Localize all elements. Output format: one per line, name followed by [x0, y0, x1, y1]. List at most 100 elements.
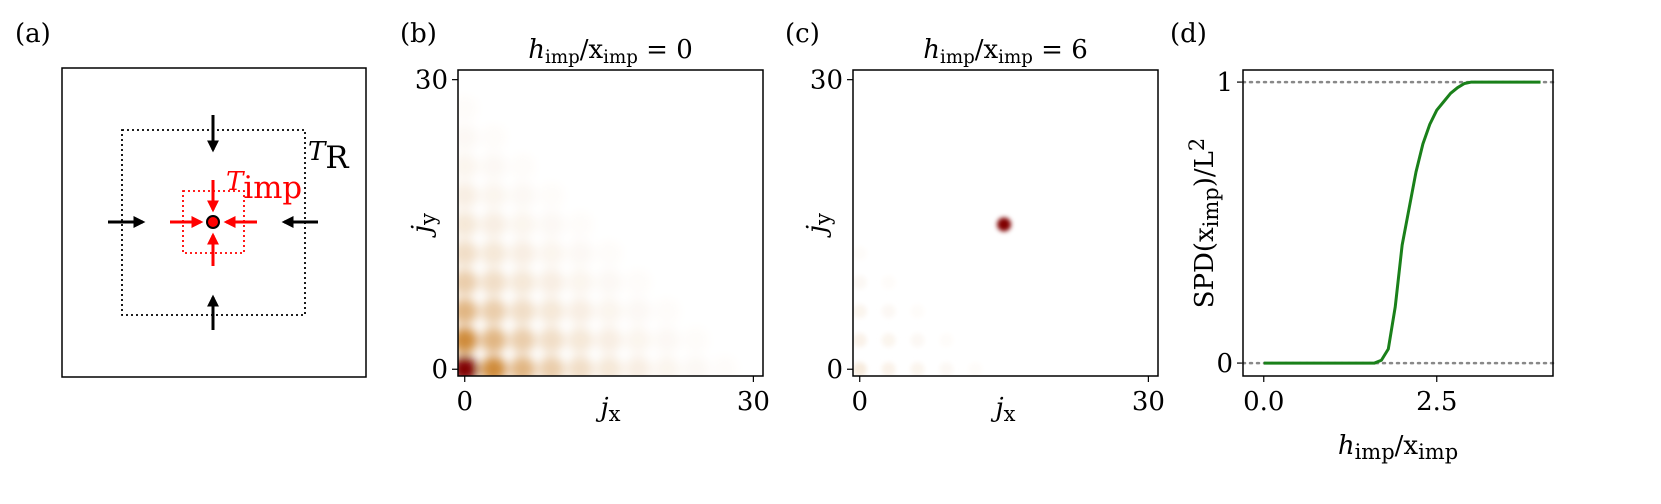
cell — [1112, 101, 1127, 116]
cell — [968, 101, 983, 116]
cell — [1112, 333, 1127, 348]
cell — [567, 240, 594, 267]
cell — [596, 211, 623, 238]
cell — [881, 362, 896, 376]
cell — [881, 304, 896, 319]
cell — [997, 72, 1012, 87]
cell — [711, 153, 738, 180]
cell — [740, 327, 763, 354]
cell — [596, 70, 623, 93]
cell — [1141, 101, 1156, 116]
cell — [997, 304, 1012, 319]
region-label: TR — [308, 137, 349, 176]
cell — [596, 356, 623, 376]
cell — [939, 188, 954, 203]
y-axis-label: jy — [802, 213, 835, 238]
text-part: T — [308, 137, 327, 167]
cell — [682, 240, 709, 267]
cell — [624, 327, 651, 354]
cell — [653, 153, 680, 180]
cell — [997, 275, 1012, 290]
cell — [538, 240, 565, 267]
cell — [567, 298, 594, 325]
cell — [596, 269, 623, 296]
cell — [624, 95, 651, 122]
cell — [910, 130, 925, 145]
text-part: y — [416, 213, 440, 226]
cell — [567, 70, 594, 93]
cell — [853, 304, 867, 319]
cell — [458, 153, 478, 180]
cell — [853, 188, 867, 203]
cell — [997, 159, 1012, 174]
cell — [653, 269, 680, 296]
cell — [653, 327, 680, 354]
cell — [968, 304, 983, 319]
cell — [1083, 362, 1098, 376]
cell — [653, 298, 680, 325]
cell — [939, 362, 954, 376]
cell — [711, 240, 738, 267]
cell — [939, 130, 954, 145]
axes-frame — [852, 69, 1159, 377]
y-tick-label: 0 — [1216, 349, 1233, 379]
heatmap — [853, 72, 1156, 376]
cell — [1025, 217, 1040, 232]
cell — [853, 333, 867, 348]
outer-arrows — [108, 115, 318, 330]
y-axis-label: jy — [407, 213, 440, 238]
cell — [624, 153, 651, 180]
cell — [1083, 130, 1098, 145]
cell — [1083, 188, 1098, 203]
cell — [1025, 246, 1040, 261]
cell — [997, 362, 1012, 376]
frame — [61, 67, 367, 378]
cell — [480, 153, 507, 180]
cell — [939, 275, 954, 290]
cell — [1112, 362, 1127, 376]
cell — [567, 211, 594, 238]
text-part: = 6 — [1033, 35, 1088, 65]
panel-title: himp/ximp = 6 — [923, 35, 1087, 68]
text-part: imp — [1418, 440, 1458, 464]
cell — [1141, 72, 1156, 87]
cell — [1112, 275, 1127, 290]
cell — [624, 240, 651, 267]
cell — [624, 211, 651, 238]
text-part: /x — [580, 35, 604, 65]
cell — [1141, 362, 1156, 376]
cell — [480, 269, 507, 296]
axes-frame — [1242, 69, 1554, 377]
cell — [1025, 333, 1040, 348]
panel-label: (d) — [1170, 19, 1207, 49]
cell — [1054, 188, 1069, 203]
cell — [740, 269, 763, 296]
cell — [1083, 159, 1098, 174]
cell — [1141, 130, 1156, 145]
x-tick-label: 0 — [456, 387, 473, 417]
cell — [567, 327, 594, 354]
cell — [711, 70, 738, 93]
cell — [740, 211, 763, 238]
cell — [653, 70, 680, 93]
cell — [1025, 72, 1040, 87]
cell — [1025, 275, 1040, 290]
cell — [910, 275, 925, 290]
y-tick-label: 30 — [415, 66, 448, 96]
cell — [596, 124, 623, 151]
cell — [1083, 217, 1098, 232]
cell — [853, 72, 867, 87]
cell — [624, 124, 651, 151]
cell — [1054, 304, 1069, 319]
cell — [910, 188, 925, 203]
cell — [682, 124, 709, 151]
diagram — [61, 67, 367, 378]
cell — [968, 362, 983, 376]
cell — [538, 269, 565, 296]
cell — [682, 298, 709, 325]
text-part: SPD(x — [1190, 227, 1220, 308]
text-part: imp — [940, 47, 975, 68]
cell — [458, 70, 478, 93]
cell — [509, 182, 536, 209]
cell — [968, 159, 983, 174]
